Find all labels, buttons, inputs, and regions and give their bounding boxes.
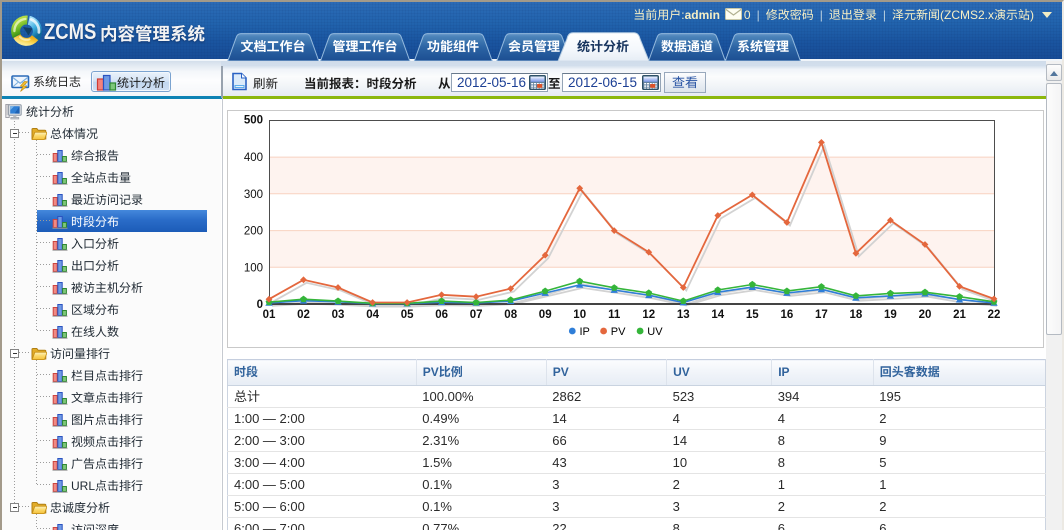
svg-text:400: 400 bbox=[244, 152, 263, 164]
svg-text:21: 21 bbox=[953, 309, 966, 321]
svg-text:15: 15 bbox=[746, 309, 759, 321]
svg-text:UV: UV bbox=[647, 326, 663, 338]
svg-text:PV: PV bbox=[611, 326, 626, 338]
svg-text:12: 12 bbox=[642, 309, 655, 321]
svg-text:13: 13 bbox=[677, 309, 690, 321]
svg-text:14: 14 bbox=[711, 309, 724, 321]
svg-text:100: 100 bbox=[244, 262, 263, 274]
svg-text:11: 11 bbox=[608, 309, 621, 321]
svg-text:16: 16 bbox=[781, 309, 794, 321]
svg-text:01: 01 bbox=[263, 309, 276, 321]
svg-text:0: 0 bbox=[257, 299, 263, 311]
svg-text:03: 03 bbox=[332, 309, 345, 321]
svg-text:09: 09 bbox=[539, 309, 552, 321]
svg-text:20: 20 bbox=[919, 309, 932, 321]
svg-text:04: 04 bbox=[366, 309, 379, 321]
svg-text:06: 06 bbox=[435, 309, 448, 321]
svg-text:300: 300 bbox=[244, 189, 263, 201]
svg-text:05: 05 bbox=[401, 309, 414, 321]
svg-text:500: 500 bbox=[244, 114, 263, 126]
svg-text:17: 17 bbox=[815, 309, 828, 321]
svg-text:22: 22 bbox=[988, 309, 1001, 321]
svg-text:10: 10 bbox=[573, 309, 586, 321]
svg-text:07: 07 bbox=[470, 309, 483, 321]
svg-text:02: 02 bbox=[297, 309, 310, 321]
svg-text:08: 08 bbox=[504, 309, 517, 321]
svg-text:18: 18 bbox=[850, 309, 863, 321]
svg-text:200: 200 bbox=[244, 226, 263, 238]
svg-text:IP: IP bbox=[580, 326, 590, 338]
svg-text:19: 19 bbox=[884, 309, 897, 321]
